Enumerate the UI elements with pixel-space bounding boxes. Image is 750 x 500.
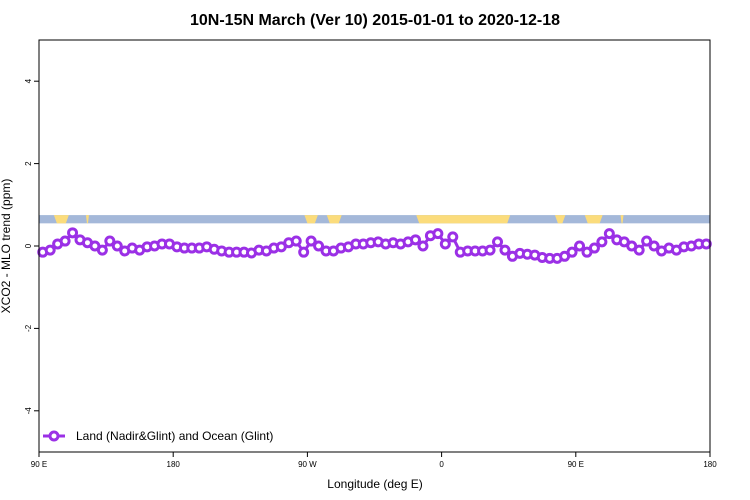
x-tick-label: 180 — [167, 460, 181, 469]
data-point — [439, 238, 451, 250]
data-point — [298, 246, 310, 258]
x-tick-label: 90 E — [31, 460, 47, 469]
data-point — [313, 240, 325, 252]
y-tick-label: 4 — [24, 78, 33, 83]
land-ocean-band — [39, 215, 710, 224]
data-point — [432, 228, 444, 240]
data-point — [484, 244, 496, 256]
data-point — [417, 240, 429, 252]
data-point — [447, 231, 459, 243]
data-point — [596, 236, 608, 248]
x-axis-label: Longitude (deg E) — [327, 477, 422, 491]
series-layer — [37, 227, 712, 264]
x-tick-label: 180 — [703, 460, 717, 469]
legend-marker-swatch — [48, 430, 60, 442]
data-point — [305, 235, 317, 247]
data-point — [499, 244, 511, 256]
data-point — [111, 240, 123, 252]
data-point — [492, 236, 504, 248]
legend: Land (Nadir&Glint) and Ocean (Glint) — [43, 429, 273, 443]
data-point — [104, 235, 116, 247]
land-segment-2 — [304, 215, 318, 224]
data-point — [44, 244, 56, 256]
data-point — [641, 235, 653, 247]
land-segment-4 — [416, 215, 511, 224]
data-point — [566, 246, 578, 258]
data-point — [574, 240, 586, 252]
land-segment-0 — [53, 215, 69, 224]
data-point — [700, 238, 712, 250]
data-point — [410, 234, 422, 246]
legend-label: Land (Nadir&Glint) and Ocean (Glint) — [76, 429, 273, 443]
ocean-band — [39, 215, 710, 224]
y-tick-label: 0 — [24, 243, 33, 248]
y-tick-label: -2 — [24, 324, 33, 332]
data-point — [633, 244, 645, 256]
data-point — [603, 228, 615, 240]
data-point — [588, 242, 600, 254]
data-point — [648, 240, 660, 252]
x-tick-label: 0 — [439, 460, 444, 469]
data-point — [59, 235, 71, 247]
land-segment-7 — [620, 215, 624, 224]
x-tick-label: 90 E — [568, 460, 584, 469]
x-tick-label: 90 W — [298, 460, 317, 469]
x-axis: 90 E 180 90 W 0 90 E 180 — [31, 452, 717, 469]
data-point — [67, 227, 79, 239]
land-segment-3 — [326, 215, 342, 224]
land-segment-6 — [584, 215, 603, 224]
y-axis-label: XCO2 - MLO trend (ppm) — [0, 179, 13, 314]
data-point — [96, 244, 108, 256]
y-tick-label: 2 — [24, 161, 33, 166]
y-axis: -4 -2 0 2 4 — [24, 78, 39, 414]
land-segment-1 — [85, 215, 89, 224]
land-segment-5 — [554, 215, 566, 224]
chart-title: 10N-15N March (Ver 10) 2015-01-01 to 202… — [190, 12, 560, 29]
y-tick-label: -4 — [24, 407, 33, 415]
data-point — [290, 235, 302, 247]
